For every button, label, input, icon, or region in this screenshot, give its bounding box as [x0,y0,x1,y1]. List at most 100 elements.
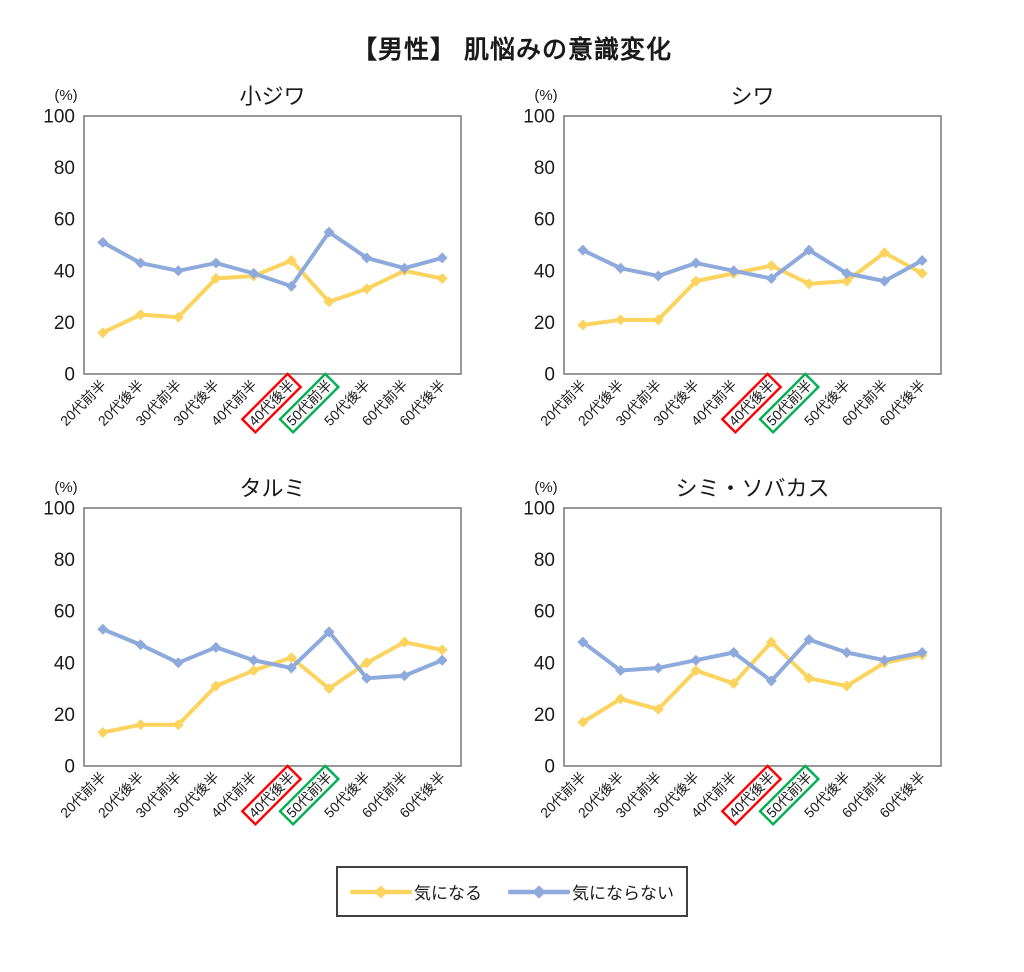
y-tick-label: 20 [534,705,555,726]
series-marker-diamond-icon [436,644,448,656]
series-marker-diamond-icon [135,257,147,269]
series-marker-diamond-icon [878,275,890,287]
y-tick-label: 40 [534,653,555,674]
highlight-box [758,372,821,435]
chart-canvas: (%) タルミ02040608010020代前半20代後半30代前半30代後半40… [43,476,462,827]
y-tick-label: 20 [54,313,75,334]
y-tick-label: 100 [43,107,75,128]
chart-canvas: (%) 小ジワ02040608010020代前半20代後半30代前半30代後半40… [43,84,462,435]
series-marker-diamond-icon [652,314,664,326]
series-marker-diamond-icon [803,278,815,290]
y-tick-label: 100 [43,499,75,520]
series-marker-diamond-icon [436,654,448,666]
y-tick-label: 0 [64,365,75,386]
y-tick-label: 80 [54,158,75,179]
series-marker-diamond-icon [690,257,702,269]
series-marker-diamond-icon [323,683,335,695]
series-marker-diamond-icon [803,244,815,256]
highlight-box [240,372,303,435]
series-marker-diamond-icon [765,636,777,648]
y-tick-label: 100 [523,107,555,128]
series-marker-diamond-icon [577,244,589,256]
series-marker-diamond-icon [361,672,373,684]
series-marker-diamond-icon [728,677,740,689]
y-tick-label: 80 [54,550,75,571]
series-marker-diamond-icon [361,283,373,295]
y-tick-label: 0 [544,365,555,386]
highlight-box [720,372,783,435]
highlight-box [278,764,341,827]
series-marker-diamond-icon [690,275,702,287]
series-marker-diamond-icon [436,273,448,285]
y-tick-label: 60 [534,602,555,623]
series-marker-diamond-icon [916,254,928,266]
page-title: 【男性】 肌悩みの意識変化 [352,36,672,64]
legend-label-not-concerned: 気にならない [572,884,674,903]
series-marker-diamond-icon [97,726,109,738]
series-marker-diamond-icon [841,275,853,287]
series-marker-diamond-icon [135,309,147,321]
series-marker-diamond-icon [248,665,260,677]
series-marker-diamond-icon [615,665,627,677]
series-marker-diamond-icon [248,654,260,666]
plot-border [83,115,462,375]
series-marker-diamond-icon [210,257,222,269]
y-tick-label: 40 [54,261,75,282]
y-tick-label: 0 [64,757,75,778]
series-line-0 [580,640,925,725]
series-marker-diamond-icon [615,262,627,274]
plot-border [563,115,942,375]
legend-label-concerned: 気になる [414,884,482,903]
subplot-tarumi: (%) タルミ 0 20 40 60 80 100 20代前半 20代後半 30代前半 30代後半 40… [32,472,512,864]
legend-diamond-icon [374,885,388,898]
highlight-box [278,372,341,435]
series-marker-diamond-icon [615,693,627,705]
legend-line-marker-icon [350,885,412,898]
series-marker-diamond-icon [97,236,109,248]
series-marker-diamond-icon [97,623,109,635]
subplot-shimi-sobakasu: (%) シミ・ソバカス 0 20 40 60 80 100 20代前半 20代後半 30代前半 30代… [512,472,992,864]
series-marker-diamond-icon [135,719,147,731]
y-axis-unit-label: (%) [534,479,557,496]
series-marker-diamond-icon [361,252,373,264]
series-marker-diamond-icon [878,247,890,259]
series-marker-diamond-icon [210,641,222,653]
y-tick-label: 40 [534,261,555,282]
subplot-shiwa: (%) シワ 0 20 40 60 80 100 20代前半 20代後半 30代前半 30代後半 40代… [512,80,992,472]
plot-border [83,507,462,767]
series-marker-diamond-icon [652,270,664,282]
series-marker-diamond-icon [652,703,664,715]
series-marker-diamond-icon [285,652,297,664]
series-marker-diamond-icon [690,654,702,666]
y-axis-unit-label: (%) [534,87,557,104]
y-tick-label: 20 [54,705,75,726]
series-marker-diamond-icon [285,280,297,292]
legend-line-marker-icon [508,885,570,898]
subplot-title: シワ [730,84,774,109]
series-marker-diamond-icon [728,265,740,277]
chart-canvas: (%) シミ・ソバカス02040608010020代前半20代後半30代前半30代… [523,476,942,827]
series-marker-diamond-icon [323,296,335,308]
subplot-kojiwa: (%) 小ジワ 0 20 40 60 80 100 20代前半 20代後半 30代前半 30代後半 40… [32,80,512,472]
y-axis-unit-label: (%) [54,87,77,104]
series-marker-diamond-icon [728,646,740,658]
y-tick-label: 80 [534,158,555,179]
chart-canvas: (%) シワ02040608010020代前半20代後半30代前半30代後半40代… [523,84,942,435]
series-marker-diamond-icon [135,639,147,651]
series-line-1 [100,627,445,681]
subplot-title: タルミ [239,476,305,501]
series-marker-diamond-icon [398,262,410,274]
series-marker-diamond-icon [803,634,815,646]
series-marker-diamond-icon [323,626,335,638]
y-tick-label: 0 [544,757,555,778]
series-marker-diamond-icon [210,273,222,285]
series-line-1 [100,230,445,289]
y-tick-label: 80 [534,550,555,571]
series-marker-diamond-icon [577,716,589,728]
series-marker-diamond-icon [916,267,928,279]
series-marker-diamond-icon [803,672,815,684]
series-line-0 [580,250,925,327]
series-marker-diamond-icon [765,273,777,285]
subplot-title: シミ・ソバカス [675,476,829,501]
chart-grid: (%) 小ジワ 0 20 40 60 80 100 20代前半 20代後半 30代前半 30代後半 40… [32,80,992,864]
